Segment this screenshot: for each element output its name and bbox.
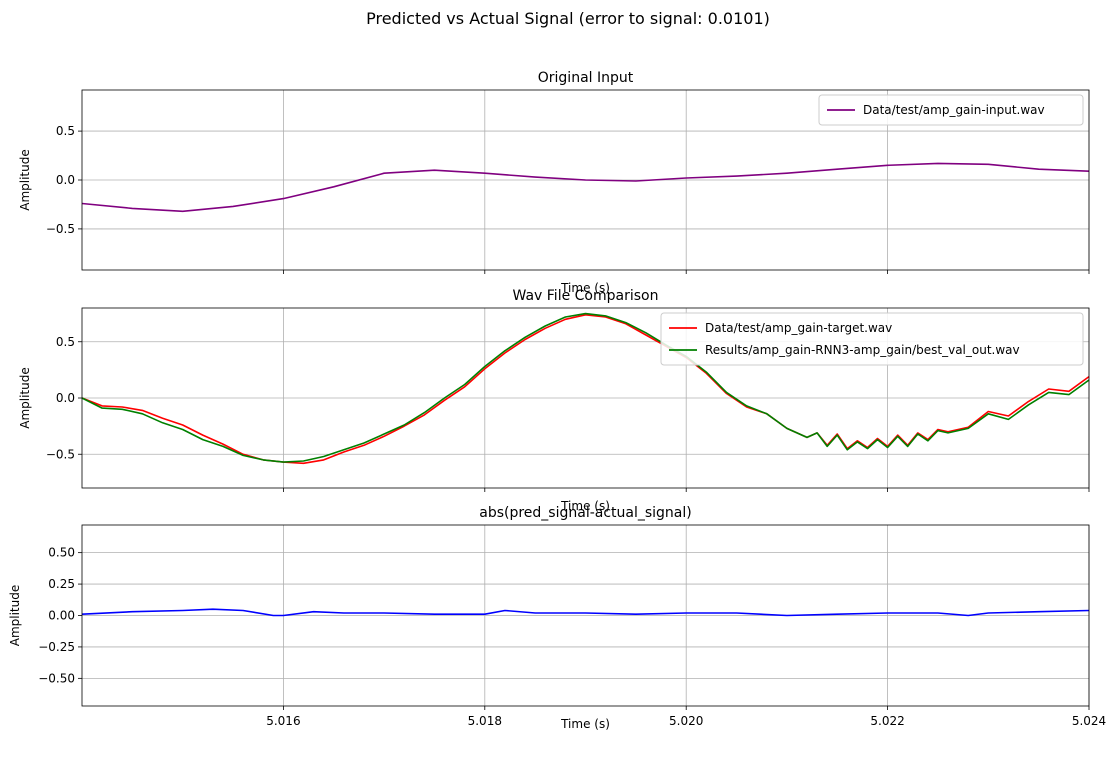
subplot-2: −0.5 0.0 0.5 Wav File Comparison Time (s) Amp… bbox=[18, 288, 1090, 513]
y-tick-label: 0.5 bbox=[56, 335, 75, 349]
series-line bbox=[81, 312, 1090, 463]
x-tick-label: 5.020 bbox=[669, 714, 703, 728]
y-tick-label: 0.25 bbox=[48, 577, 75, 591]
subplot-title: Original Input bbox=[538, 70, 634, 86]
y-tick-label: 0.00 bbox=[48, 609, 75, 623]
y-tick-label: −0.25 bbox=[38, 640, 75, 654]
subplots: −0.5 0.0 0.5 Original Input Time (s) Amplitud… bbox=[8, 70, 1106, 731]
axes-frame bbox=[81, 524, 1090, 707]
axes-frame bbox=[81, 89, 1090, 271]
subplot-1: −0.5 0.0 0.5 Original Input Time (s) Amplitud… bbox=[18, 70, 1090, 295]
x-axis-label: Time (s) bbox=[560, 281, 610, 295]
legend-label: Data/test/amp_gain-target.wav bbox=[705, 321, 892, 335]
y-tick-label: 0.0 bbox=[56, 173, 75, 187]
legend: Data/test/amp_gain-input.wav bbox=[818, 94, 1084, 126]
legend-box bbox=[660, 312, 1084, 366]
subplot-3: 5.016 5.018 5.020 5.022 5.024 −0.50 −0.25 0.00 0… bbox=[8, 505, 1106, 731]
y-tick-label: 0.50 bbox=[48, 546, 75, 560]
legend: Data/test/amp_gain-target.wav Results/amp… bbox=[660, 312, 1084, 366]
y-tick-label: 0.0 bbox=[56, 391, 75, 405]
subplot-title: abs(pred_signal-actual_signal) bbox=[479, 505, 692, 521]
x-tick-label: 5.018 bbox=[468, 714, 502, 728]
legend-box bbox=[818, 94, 1084, 126]
y-tick-label: −0.50 bbox=[38, 671, 75, 685]
x-tick-label: 5.024 bbox=[1072, 714, 1106, 728]
x-tick-label: 5.022 bbox=[870, 714, 904, 728]
y-axis-label: Amplitude bbox=[18, 149, 32, 211]
x-axis-label: Time (s) bbox=[560, 717, 610, 731]
legend-label: Data/test/amp_gain-input.wav bbox=[863, 103, 1045, 117]
y-tick-label: 0.5 bbox=[56, 124, 75, 138]
y-axis-label: Amplitude bbox=[18, 367, 32, 429]
series-line bbox=[81, 608, 1090, 617]
subplot-title: Wav File Comparison bbox=[513, 288, 659, 304]
figure-suptitle: Predicted vs Actual Signal (error to sig… bbox=[366, 9, 770, 28]
y-tick-label: −0.5 bbox=[46, 447, 75, 461]
x-axis-label: Time (s) bbox=[560, 499, 610, 513]
legend-label: Results/amp_gain-RNN3-amp_gain/best_val_… bbox=[705, 343, 1020, 357]
axes-frame bbox=[81, 307, 1090, 489]
series-line bbox=[81, 162, 1090, 213]
x-tick-label: 5.016 bbox=[266, 714, 300, 728]
y-axis-label: Amplitude bbox=[8, 585, 22, 647]
y-tick-label: −0.5 bbox=[46, 222, 75, 236]
